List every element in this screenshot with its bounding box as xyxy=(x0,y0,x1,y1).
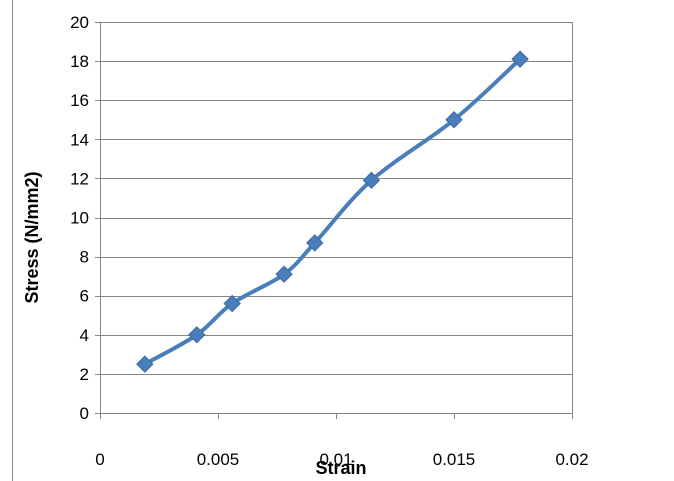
data-point-marker xyxy=(445,111,463,129)
series-layer xyxy=(136,50,529,373)
x-tick-label: 0.02 xyxy=(555,450,588,469)
y-tick-label: 2 xyxy=(80,365,89,384)
y-tick-label: 6 xyxy=(80,287,89,306)
y-axis-title: Stress (N/mm2) xyxy=(22,171,42,303)
y-tick-labels: 0 2 4 6 8 10 12 14 16 18 20 xyxy=(70,13,89,423)
axes xyxy=(95,22,573,419)
data-point-marker xyxy=(362,171,381,190)
y-tick-label: 16 xyxy=(70,91,89,110)
y-tick-label: 20 xyxy=(70,13,89,32)
data-point-marker xyxy=(511,50,529,68)
y-tick-label: 4 xyxy=(80,326,89,345)
x-tick-labels: 0 0.005 0.01 0.015 0.02 xyxy=(95,450,588,469)
x-tick-label: 0.015 xyxy=(433,450,476,469)
x-tick-label: 0 xyxy=(95,450,104,469)
y-tick-label: 10 xyxy=(70,209,89,228)
x-tick-label: 0.01 xyxy=(319,450,352,469)
x-tick-label: 0.005 xyxy=(197,450,240,469)
y-tick-label: 8 xyxy=(80,248,89,267)
y-tick-label: 0 xyxy=(80,404,89,423)
data-point-marker xyxy=(188,326,206,344)
gridlines xyxy=(100,22,573,413)
data-point-marker xyxy=(275,265,293,283)
data-point-marker xyxy=(136,355,154,373)
y-tick-label: 14 xyxy=(70,130,89,149)
y-tick-label: 12 xyxy=(70,169,89,188)
data-point-marker xyxy=(306,234,324,252)
x-axis-title: Strain xyxy=(315,458,366,478)
y-tick-label: 18 xyxy=(70,52,89,71)
data-point-marker xyxy=(223,294,241,313)
